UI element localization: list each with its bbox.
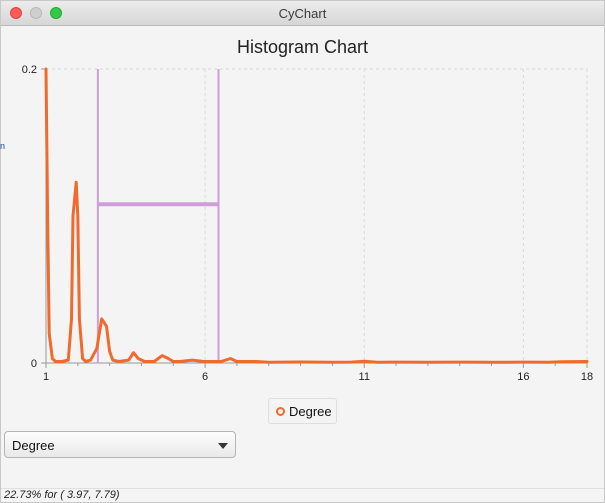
attribute-dropdown[interactable]: Degree [4,431,236,458]
x-tick-label-18: 18 [581,371,593,383]
series-line-degree [44,67,589,364]
series-lines [44,67,589,364]
x-tick-label-6: 6 [202,371,208,383]
chart-title: Histogram Chart [236,37,369,57]
x-tick-label-16: 16 [517,371,529,383]
x-tick-label-1: 1 [43,371,49,383]
axes [41,68,588,368]
zoom-window-button[interactable] [50,7,62,19]
chevron-down-icon [218,443,228,449]
legend-label-degree: Degree [289,404,332,419]
close-window-button[interactable] [10,7,22,19]
status-text: 22.73% for ( 3.97, 7.79) [4,489,120,501]
chart-legend: Degree [268,398,337,424]
minimize-window-button[interactable] [30,7,42,19]
window-title: CyChart [278,6,327,21]
dropdown-selected-value: Degree [12,438,55,453]
x-tick-label-11: 11 [359,371,370,383]
side-glyph: n [0,141,6,151]
y-tick-label-0: 0 [31,358,37,370]
title-bar[interactable]: CyChart [1,1,604,26]
legend-circle-icon [276,407,285,416]
selection-overlay [96,69,220,363]
y-tick-label-0.2: 0.2 [22,64,37,76]
status-bar: 22.73% for ( 3.97, 7.79) [1,488,604,502]
grid-lines [45,68,588,364]
